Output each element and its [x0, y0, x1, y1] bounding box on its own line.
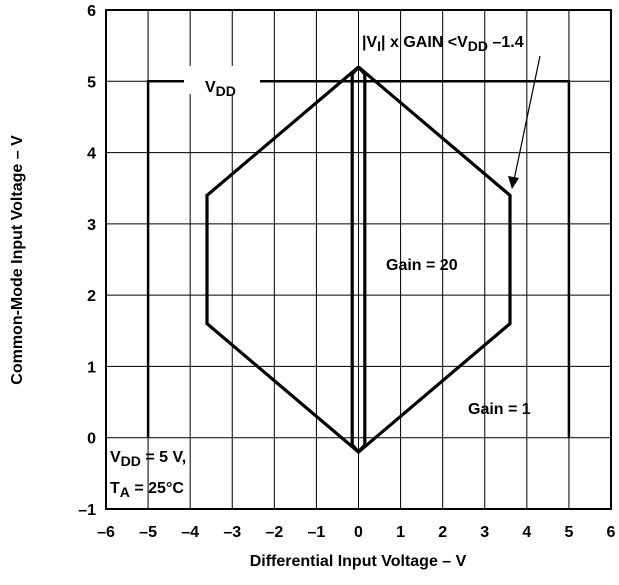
y-tick-label: 5 [87, 74, 96, 91]
y-tick-label: 4 [87, 146, 96, 163]
x-tick-label: –3 [223, 524, 241, 541]
annotation-part: –1.4 [488, 34, 524, 51]
annotation-part: |V [362, 34, 377, 51]
annotation-part: = 5 V, [141, 449, 186, 466]
x-tick-label: –6 [97, 524, 115, 541]
annotation-part: Gain = 1 [468, 401, 531, 418]
label-backdrop [184, 66, 260, 94]
annotation-part: DD [121, 453, 141, 469]
annotation-part: V [110, 449, 121, 466]
annotation-part: I [377, 38, 381, 54]
annotation: TA = 25°C [110, 480, 184, 500]
y-tick-label: 1 [87, 359, 96, 376]
y-tick-label: 0 [87, 431, 96, 448]
plot-frame [105, 9, 612, 510]
series-line [350, 65, 367, 455]
annotation-part: V [205, 79, 216, 96]
x-tick-label: 2 [438, 524, 447, 541]
annotation: Gain = 20 [386, 257, 458, 274]
y-tick-label: 3 [87, 217, 96, 234]
x-tick-label: 6 [607, 524, 616, 541]
x-tick-label: 1 [396, 524, 405, 541]
annotation: Gain = 1 [468, 401, 531, 418]
annotation-part: = 25°C [130, 480, 184, 497]
annotation-part: T [110, 480, 120, 497]
annotation: VDD [205, 79, 236, 99]
annotation: VDD = 5 V, [110, 449, 186, 469]
x-tick-label: 5 [564, 524, 573, 541]
y-axis-label: Common-Mode Input Voltage – V [9, 135, 26, 385]
x-tick-label: 3 [480, 524, 489, 541]
annotation-arrow [513, 55, 541, 181]
x-tick-label: –1 [308, 524, 326, 541]
arrow-head [508, 176, 519, 189]
x-tick-label: –4 [181, 524, 199, 541]
annotation-part: | x GAIN <V [381, 34, 468, 51]
annotation-part: Gain = 20 [386, 257, 458, 274]
annotation-part: DD [468, 38, 488, 54]
x-axis-label: Differential Input Voltage – V [250, 553, 467, 570]
x-tick-label: –2 [265, 524, 283, 541]
y-tick-label: 2 [87, 288, 96, 305]
x-tick-label: 4 [522, 524, 531, 541]
annotation-part: A [120, 484, 130, 500]
x-tick-label: 0 [354, 524, 363, 541]
annotation: |VI| x GAIN <VDD –1.4 [362, 34, 524, 54]
x-tick-label: –5 [139, 524, 157, 541]
series-line [146, 80, 571, 438]
y-tick-label: 6 [87, 3, 96, 20]
annotation-part: DD [216, 83, 236, 99]
y-tick-label: –1 [78, 502, 96, 519]
